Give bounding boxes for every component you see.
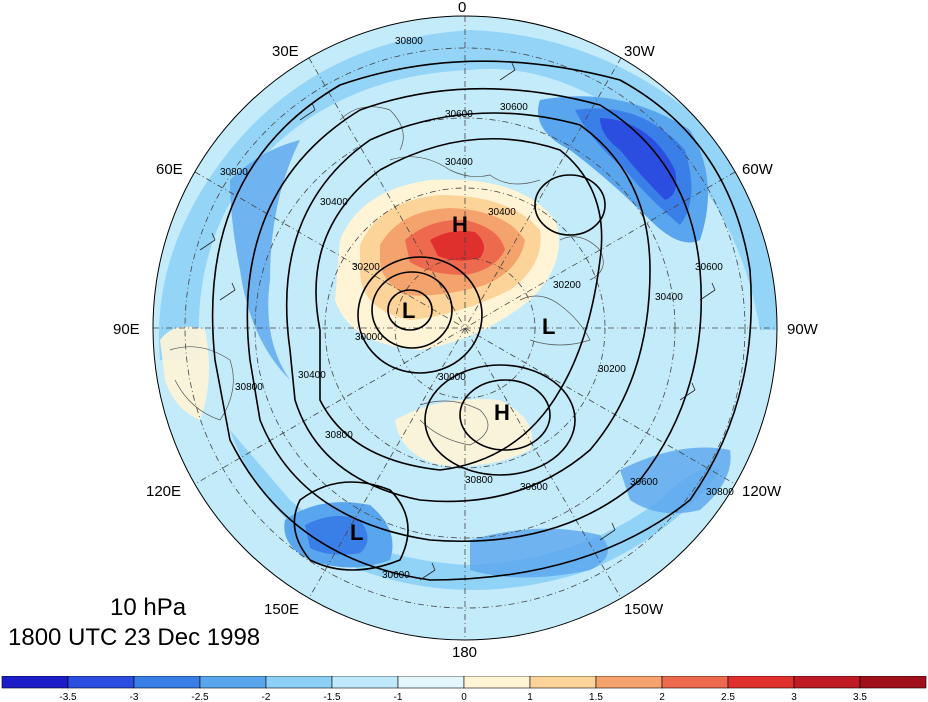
svg-text:30600: 30600 [382, 570, 410, 581]
contour-label: 30600 [520, 482, 548, 493]
lon-label-0: 0 [458, 0, 466, 16]
colorbar-tick-label: -2 [262, 692, 271, 702]
colorbar-tick-label: -2.5 [191, 692, 209, 702]
high-pressure-marker: H [494, 400, 510, 425]
colorbar-box [265, 676, 333, 689]
colorbar: -3.5 -3 -2.5 -2 -1.5 -1 0 1 1.5 2 2.5 3 3.5 [1, 676, 927, 702]
colorbar-tick-label: 0 [461, 692, 467, 702]
lon-label-120w: 120W [742, 483, 782, 500]
colorbar-tick-label: -3.5 [59, 692, 77, 702]
colorbar-box [133, 676, 201, 689]
colorbar-box [199, 676, 267, 689]
low-pressure-marker: L [542, 314, 555, 339]
contour-label: 30800 [465, 475, 493, 486]
lon-label-60e: 60E [156, 161, 183, 178]
lon-label-150e: 150E [264, 601, 299, 618]
colorbar-box [397, 676, 465, 689]
contour-label: 30800 [395, 36, 423, 47]
colorbar-box [529, 676, 597, 689]
height-contours [211, 60, 753, 581]
colorbar-tick-label: -1 [394, 692, 403, 702]
colorbar-box [1, 676, 69, 689]
pressure-systems: H H L L L [350, 212, 555, 545]
coastlines [169, 106, 604, 446]
lon-label-90e: 90E [113, 321, 140, 338]
lon-label-30w: 30W [624, 43, 656, 60]
contour-label: 30800 [706, 487, 734, 498]
polar-map: 30800 30600 30600 30400 30400 30400 3020… [113, 0, 819, 661]
contour-label: 30600 [630, 477, 658, 488]
colorbar-tick-label: 1.5 [589, 692, 603, 702]
colorbar-tick-label: 3 [791, 692, 797, 702]
colorbar-box [463, 676, 531, 689]
colorbar-tick-label: 2.5 [721, 692, 735, 702]
contour-label: 30200 [352, 262, 380, 273]
valid-time-label: 1800 UTC 23 Dec 1998 [8, 624, 261, 651]
contour-label: 30400 [445, 157, 473, 168]
lon-label-30e: 30E [272, 43, 299, 60]
lon-label-120e: 120E [146, 483, 181, 500]
wind-barbs [199, 62, 716, 581]
colorbar-box [727, 676, 795, 689]
contour-label: 30600 [500, 102, 528, 113]
colorbar-tick-label: 3.5 [853, 692, 867, 702]
graticule [153, 16, 777, 640]
contour-label: 30000 [438, 372, 466, 383]
colorbar-box [661, 676, 729, 689]
colorbar-tick-label: 1 [527, 692, 533, 702]
contour-label: 30400 [320, 197, 348, 208]
contour-label: 30200 [553, 280, 581, 291]
contour-label: 30400 [655, 292, 683, 303]
colorbar-box [595, 676, 663, 689]
colorbar-box [793, 676, 861, 689]
anomaly-shading [153, 16, 777, 640]
contour-label: 30200 [598, 364, 626, 375]
high-pressure-marker: H [452, 212, 468, 237]
low-pressure-marker: L [402, 298, 415, 323]
colorbar-tick-label: -1.5 [323, 692, 341, 702]
contour-label-group: 30800 30600 30600 30400 30400 30400 3020… [220, 36, 734, 581]
contour-label: 30400 [488, 207, 516, 218]
contour-label: 30400 [298, 370, 326, 381]
contour-label: 30800 [235, 382, 263, 393]
colorbar-box [67, 676, 135, 689]
colorbar-tick-label: -3 [130, 692, 139, 702]
lon-label-90w: 90W [787, 321, 819, 338]
colorbar-box [331, 676, 399, 689]
colorbar-box [859, 676, 927, 689]
contour-label: 30000 [355, 332, 383, 343]
colorbar-tick-label: 2 [659, 692, 665, 702]
map-boundary [152, 15, 778, 641]
contour-label: 30800 [325, 430, 353, 441]
low-pressure-marker: L [350, 520, 363, 545]
lon-label-180: 180 [452, 644, 477, 661]
contour-label: 30600 [445, 109, 473, 120]
contour-label: 30800 [220, 167, 248, 178]
pressure-level-label: 10 hPa [110, 594, 187, 621]
contour-label: 30600 [695, 262, 723, 273]
longitude-labels: 0 30W 60W 90W 120W 150W 180 150E 120E 90… [113, 0, 819, 661]
lon-label-150w: 150W [624, 601, 664, 618]
lon-label-60w: 60W [742, 161, 774, 178]
